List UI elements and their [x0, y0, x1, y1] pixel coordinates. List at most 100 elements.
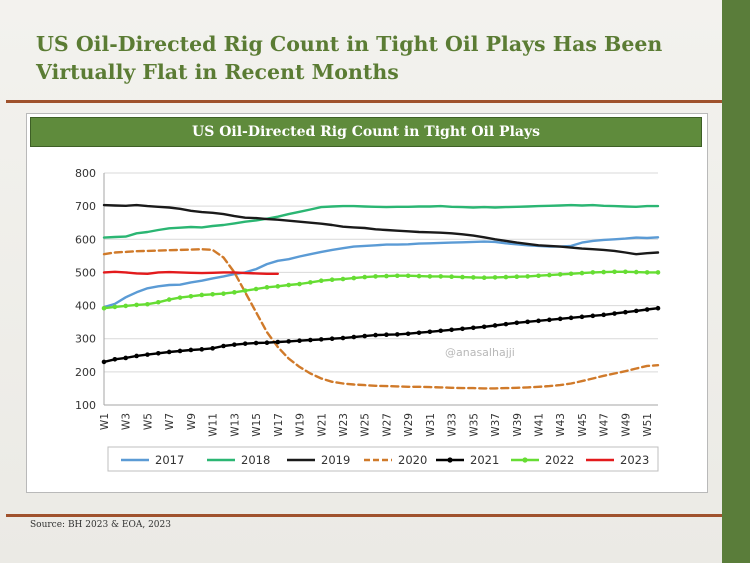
- data-point-2021: [438, 328, 444, 334]
- data-point-2022: [579, 270, 585, 276]
- data-point-2022: [123, 303, 129, 309]
- data-point-2021: [623, 309, 628, 315]
- data-point-2022: [416, 273, 422, 279]
- data-point-2022: [547, 272, 552, 278]
- data-point-2022: [503, 274, 509, 280]
- data-point-2021: [264, 340, 270, 345]
- y-tick-label: 300: [75, 333, 96, 346]
- x-tick-label: W29: [403, 413, 415, 437]
- data-point-2022: [536, 273, 541, 279]
- source-note: Source: BH 2023 & EOA, 2023: [30, 520, 171, 530]
- data-point-2021: [579, 314, 585, 320]
- decorative-side-bar: [722, 0, 750, 563]
- data-point-2022: [297, 281, 302, 287]
- x-tick-label: W43: [555, 413, 567, 437]
- data-point-2022: [644, 270, 650, 275]
- y-tick-label: 200: [75, 366, 96, 379]
- data-point-2021: [612, 311, 617, 316]
- data-point-2022: [568, 271, 574, 277]
- data-point-2021: [232, 342, 237, 347]
- data-point-2022: [199, 292, 205, 298]
- data-point-2021: [297, 338, 302, 344]
- data-point-2021: [394, 332, 400, 337]
- data-point-2021: [471, 325, 476, 331]
- y-tick-label: 100: [75, 399, 96, 412]
- data-point-2021: [362, 333, 368, 339]
- legend-label-2017: 2017: [155, 453, 184, 467]
- data-point-2022: [177, 295, 183, 300]
- x-tick-label: W3: [121, 413, 133, 430]
- data-point-2022: [318, 278, 324, 284]
- legend: 2017 2018 2019 2020 2021 2022 2023: [107, 446, 659, 472]
- data-point-2022: [514, 274, 520, 280]
- data-point-2021: [547, 317, 552, 323]
- x-tick-label: W15: [251, 413, 263, 437]
- legend-label-2018: 2018: [241, 453, 270, 467]
- x-tick-label: W23: [338, 413, 350, 437]
- slide-title: US Oil-Directed Rig Count in Tight Oil P…: [36, 32, 663, 84]
- watermark-text: @anasalhajji: [445, 346, 515, 359]
- x-tick-label: W21: [316, 413, 328, 437]
- data-point-2021: [275, 339, 281, 345]
- data-point-2022: [112, 304, 118, 310]
- x-tick-label: W1: [99, 413, 111, 430]
- data-point-2021: [384, 332, 389, 338]
- legend-label-2019: 2019: [321, 453, 350, 467]
- data-point-2021: [481, 324, 487, 330]
- data-point-2022: [210, 292, 215, 297]
- data-point-2021: [221, 343, 226, 349]
- axes: 100 200 300 400 500 600 700 800 W1 W3 W5 W7 W9 W11 W13…: [75, 167, 658, 437]
- x-tick-label: W37: [490, 413, 502, 437]
- x-tick-label: W25: [360, 413, 372, 437]
- data-point-2021: [655, 305, 661, 311]
- data-point-2022: [427, 274, 433, 279]
- x-tick-label: W51: [642, 413, 654, 437]
- data-point-2022: [633, 269, 639, 275]
- series-line-2019: [102, 203, 660, 256]
- y-tick-label: 500: [75, 266, 96, 279]
- data-point-2022: [308, 280, 313, 285]
- data-point-2021: [557, 316, 563, 322]
- data-point-2021: [525, 319, 530, 325]
- data-point-2022: [492, 275, 498, 280]
- data-point-2022: [601, 269, 606, 275]
- data-point-2022: [405, 273, 411, 279]
- data-point-2021: [405, 331, 411, 337]
- series-line-2020: [102, 247, 660, 390]
- data-point-2021: [351, 334, 357, 340]
- x-tick-label: W41: [534, 413, 546, 437]
- data-point-2022: [471, 275, 476, 280]
- y-tick-label: 600: [75, 233, 96, 246]
- data-point-2022: [145, 301, 150, 307]
- x-tick-label: W47: [599, 413, 611, 437]
- data-point-2021: [492, 323, 498, 328]
- data-point-2021: [568, 315, 574, 321]
- data-point-2022: [242, 288, 248, 293]
- data-point-2022: [329, 277, 335, 283]
- x-tick-label: W17: [273, 413, 285, 437]
- chart-title: US Oil-Directed Rig Count in Tight Oil P…: [30, 117, 702, 147]
- data-point-2021: [373, 332, 378, 338]
- data-point-2022: [590, 270, 596, 275]
- data-point-2022: [286, 282, 291, 288]
- x-tick-label: W33: [447, 413, 459, 437]
- data-point-2022: [612, 269, 617, 275]
- y-tick-label: 400: [75, 300, 96, 313]
- legend-marker-2021: [447, 457, 453, 463]
- data-point-2021: [340, 335, 346, 341]
- x-tick-label: W19: [295, 413, 307, 437]
- data-point-2021: [601, 312, 606, 318]
- data-point-2021: [210, 346, 215, 351]
- x-tick-label: W39: [512, 413, 524, 437]
- data-point-2021: [536, 318, 541, 324]
- data-point-2022: [460, 274, 465, 280]
- data-point-2022: [156, 299, 161, 305]
- data-point-2022: [384, 273, 389, 279]
- data-point-2022: [623, 269, 628, 275]
- legend-label-2023: 2023: [620, 453, 649, 467]
- data-point-2021: [460, 326, 465, 332]
- data-point-2021: [286, 339, 291, 344]
- data-point-2021: [134, 353, 139, 359]
- data-point-2021: [242, 341, 248, 346]
